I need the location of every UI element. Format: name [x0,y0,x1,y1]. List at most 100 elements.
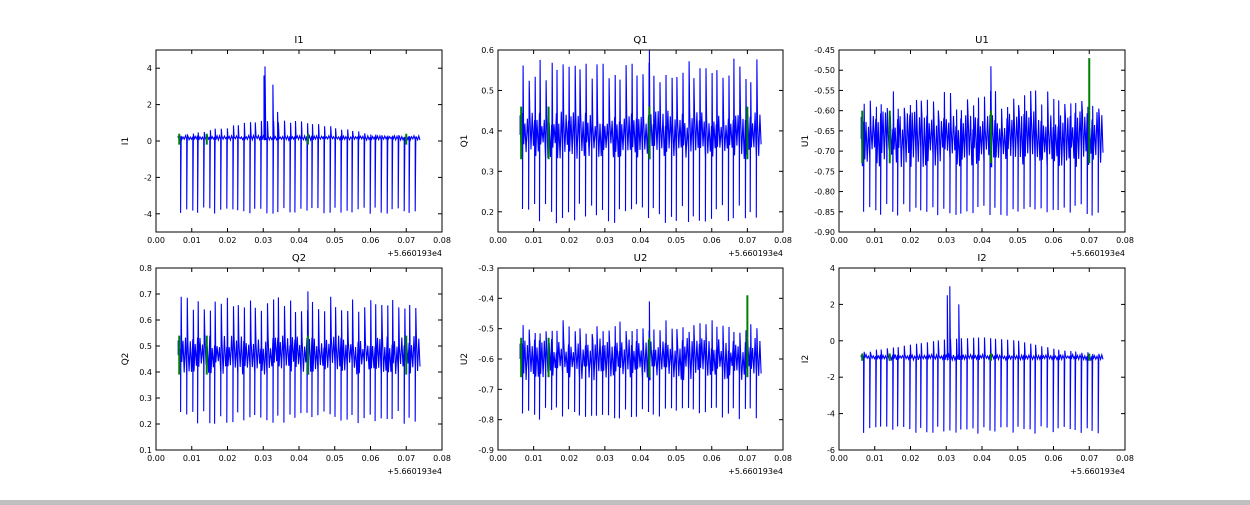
y-tick-label: -0.70 [814,147,835,156]
x-tick-label: 0.01 [183,454,201,463]
x-tick-label: 0.02 [902,236,920,245]
y-tick-label: 0.1 [139,446,152,455]
x-tick-label: 0.02 [560,454,578,463]
x-tick-label: 0.04 [973,454,991,463]
x-tick-label: 0.04 [632,236,650,245]
y-tick-label: -2 [827,373,835,382]
x-offset-label: +5.660193e4 [387,467,442,476]
x-tick-label: 0.04 [290,236,308,245]
y-tick-label: -0.50 [814,66,835,75]
y-tick-label: 0.6 [481,46,494,55]
x-tick-label: 0.05 [1009,236,1027,245]
x-tick-label: 0.07 [1080,454,1098,463]
series-signal [860,286,1104,434]
x-offset-label: +5.660193e4 [728,467,783,476]
y-tick-label: 0 [830,337,835,346]
y-axis-label: I2 [801,355,811,363]
x-tick-label: 0.02 [560,236,578,245]
y-axis-label: U2 [460,353,470,365]
x-tick-label: 0.03 [596,454,614,463]
x-tick-label: 0.07 [397,454,415,463]
x-tick-label: 0.06 [362,236,380,245]
y-tick-label: -0.7 [478,385,494,394]
y-tick-label: 0.5 [139,342,152,351]
y-tick-label: 2 [830,300,835,309]
y-tick-label: 2 [147,101,152,110]
y-tick-label: -0.75 [814,167,835,176]
subplot-u2: 0.00 0.01 0.02 0.03 0.04 0.05 0.06 0.07 0.08 -0.9… [460,253,792,476]
y-tick-label: -0.4 [478,294,494,303]
y-tick-label: 0.4 [139,368,152,377]
y-tick-label: -0.80 [814,188,835,197]
x-tick-label: 0.05 [326,236,344,245]
y-tick-label: -0.55 [814,86,835,95]
x-tick-label: 0.08 [774,454,792,463]
subplot-title: U1 [975,35,989,46]
y-tick-label: 0.2 [139,420,152,429]
subplot-title: I2 [977,253,986,264]
subplot-i2: 0.00 0.01 0.02 0.03 0.04 0.05 0.06 0.07 0.08 -6 -4… [801,253,1134,476]
x-tick-label: 0.03 [254,236,272,245]
y-tick-label: 4 [830,264,835,273]
y-tick-label: -0.3 [478,264,494,273]
y-tick-label: 0.6 [139,316,152,325]
x-tick-label: 0.05 [326,454,344,463]
y-tick-label: 0.5 [481,86,494,95]
subplot-title: I1 [294,35,303,46]
x-tick-label: 0.07 [738,236,756,245]
subplot-title: Q1 [633,35,647,46]
x-tick-label: 0.04 [632,454,650,463]
x-tick-label: 0.01 [866,236,884,245]
y-axis-label: Q1 [460,135,470,148]
x-tick-label: 0.03 [937,454,955,463]
y-tick-label: -0.9 [478,446,494,455]
x-tick-label: 0.06 [703,236,721,245]
y-tick-label: -0.5 [478,325,494,334]
x-offset-label: +5.660193e4 [1070,467,1125,476]
y-tick-label: -0.60 [814,107,835,116]
x-offset-label: +5.660193e4 [1070,249,1125,258]
y-tick-label: 0 [147,137,152,146]
y-tick-label: -0.6 [478,355,494,364]
subplot-u1: 0.00 0.01 0.02 0.03 0.04 0.05 0.06 0.07 0.08 -0.9… [801,35,1134,258]
y-tick-label: -4 [827,410,835,419]
y-tick-label: 4 [147,64,152,73]
x-tick-label: 0.02 [902,454,920,463]
subplot-title: Q2 [292,253,306,264]
y-axis-label: I1 [121,137,131,145]
y-tick-label: -0.45 [814,46,835,55]
series-signal [177,66,421,214]
subplot-i1: 0.00 0.01 0.02 0.03 0.04 0.05 0.06 0.07 0.08 -4 -2… [121,35,451,258]
x-offset-label: +5.660193e4 [728,249,783,258]
y-tick-label: -6 [827,446,835,455]
x-tick-label: 0.01 [525,236,543,245]
x-tick-label: 0.04 [290,454,308,463]
x-tick-label: 0.04 [973,236,991,245]
x-tick-label: 0.01 [525,454,543,463]
y-tick-label: 0.3 [481,167,494,176]
x-tick-label: 0.08 [433,236,451,245]
x-offset-label: +5.660193e4 [387,249,442,258]
x-tick-label: 0.03 [937,236,955,245]
y-tick-label: 0.7 [139,290,152,299]
x-tick-label: 0.07 [738,454,756,463]
x-tick-label: 0.05 [667,236,685,245]
x-tick-label: 0.08 [1116,454,1134,463]
x-tick-label: 0.01 [866,454,884,463]
x-tick-label: 0.05 [667,454,685,463]
x-tick-label: 0.07 [1080,236,1098,245]
x-tick-label: 0.06 [1045,236,1063,245]
subplot-q2: 0.00 0.01 0.02 0.03 0.04 0.05 0.06 0.07 0.08 0.1 0… [121,253,451,476]
x-tick-label: 0.00 [489,454,507,463]
x-tick-label: 0.05 [1009,454,1027,463]
x-tick-label: 0.00 [489,236,507,245]
x-tick-label: 0.06 [1045,454,1063,463]
x-tick-label: 0.03 [596,236,614,245]
x-tick-label: 0.08 [774,236,792,245]
y-tick-label: -0.8 [478,416,494,425]
x-tick-label: 0.00 [830,454,848,463]
x-tick-label: 0.02 [219,236,237,245]
x-tick-label: 0.08 [1116,236,1134,245]
